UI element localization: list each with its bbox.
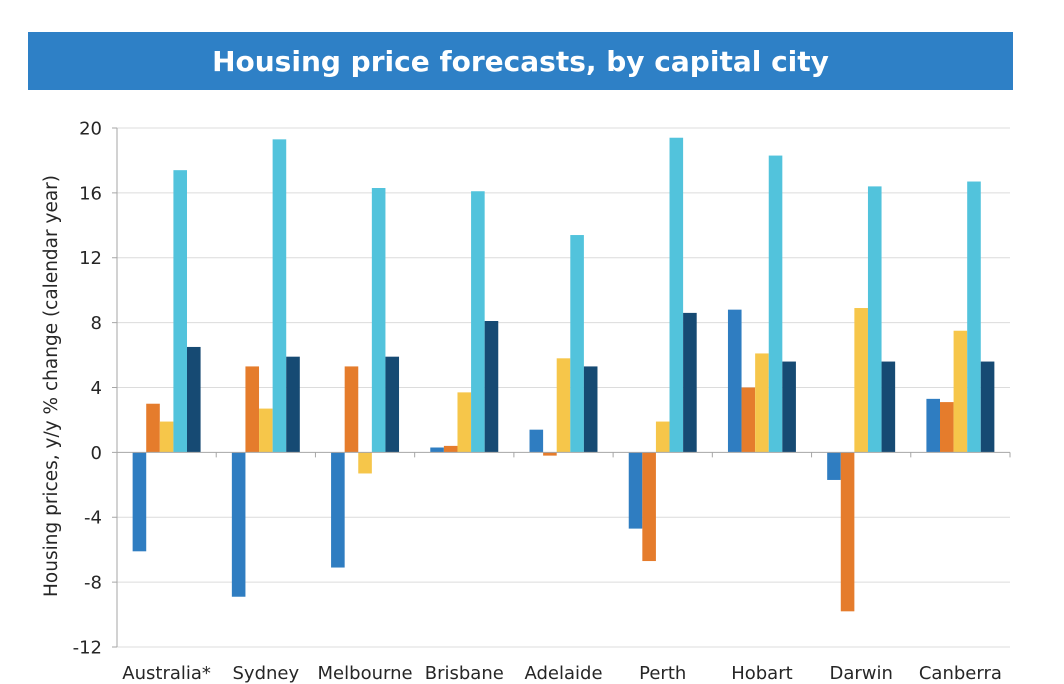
- bars: [132, 137, 995, 612]
- bar-brisbane-series-1: [430, 447, 444, 453]
- y-axis-label: Housing prices, y/y % change (calendar y…: [41, 175, 62, 597]
- bar-brisbane-series-5: [484, 321, 499, 453]
- bar-melbourne-series-3: [358, 452, 372, 474]
- category-label-perth: Perth: [639, 663, 686, 684]
- y-tick-label: -4: [84, 508, 102, 529]
- y-tick-label: -8: [84, 573, 102, 594]
- bar-brisbane-series-4: [471, 191, 485, 453]
- bar-sydney-series-4: [272, 139, 287, 453]
- bar-hobart-series-5: [782, 361, 796, 453]
- bar-australia-series-4: [173, 170, 187, 453]
- x-tick-labels: Australia* Sydney Melbourne Brisbane Adelaid…: [122, 663, 1002, 684]
- title-banner: Housing price forecasts, by capital city: [28, 32, 1013, 90]
- bar-perth-series-3: [655, 421, 670, 453]
- bar-canberra-series-5: [980, 361, 995, 453]
- bar-perth-series-5: [683, 312, 697, 453]
- bar-melbourne-series-1: [331, 452, 345, 568]
- bar-melbourne-series-5: [385, 356, 400, 453]
- bar-adelaide-series-2: [543, 452, 557, 456]
- bar-darwin-series-5: [881, 361, 896, 453]
- bar-adelaide-series-3: [556, 358, 571, 453]
- chart-title: Housing price forecasts, by capital city: [212, 44, 829, 78]
- bar-australia-series-5: [187, 346, 201, 453]
- bar-darwin-series-1: [827, 452, 841, 480]
- bar-canberra-series-4: [967, 181, 981, 453]
- bar-sydney-series-5: [286, 356, 300, 453]
- category-label-brisbane: Brisbane: [425, 663, 504, 684]
- bar-brisbane-series-3: [457, 392, 472, 453]
- bar-hobart-series-4: [768, 155, 783, 453]
- category-label-sydney: Sydney: [233, 663, 300, 684]
- bar-brisbane-series-2: [443, 445, 458, 453]
- category-label-canberra: Canberra: [919, 663, 1002, 684]
- bar-darwin-series-2: [840, 452, 855, 612]
- bar-sydney-series-3: [259, 408, 273, 453]
- bar-canberra-series-1: [926, 398, 940, 453]
- y-tick-label: -12: [73, 637, 102, 658]
- bar-hobart-series-3: [755, 353, 769, 453]
- bar-hobart-series-2: [741, 387, 756, 453]
- bar-sydney-series-1: [231, 452, 246, 597]
- bar-perth-series-4: [669, 137, 684, 453]
- bar-sydney-series-2: [245, 366, 260, 453]
- category-label-australia: Australia*: [122, 663, 211, 684]
- bar-adelaide-series-5: [583, 366, 598, 453]
- bar-hobart-series-1: [727, 309, 742, 453]
- y-tick-label: 8: [91, 313, 102, 334]
- bar-australia-series-3: [159, 421, 174, 453]
- category-label-hobart: Hobart: [731, 663, 792, 684]
- y-tick-label: 12: [79, 248, 102, 269]
- bar-adelaide-series-4: [570, 235, 584, 453]
- bar-canberra-series-3: [953, 330, 968, 453]
- bar-australia-series-1: [132, 452, 147, 552]
- bar-australia-series-2: [146, 403, 160, 453]
- bar-melbourne-series-4: [371, 188, 386, 453]
- axes: [112, 127, 1011, 648]
- bar-darwin-series-3: [854, 308, 868, 453]
- bar-perth-series-2: [642, 452, 656, 562]
- y-tick-labels: 20 16 12 8 4 0 -4 -8 -12: [73, 118, 102, 658]
- bar-perth-series-1: [628, 452, 643, 529]
- bar-canberra-series-2: [940, 402, 954, 453]
- y-tick-label: 4: [91, 378, 102, 399]
- bar-darwin-series-4: [867, 186, 882, 453]
- category-label-darwin: Darwin: [829, 663, 892, 684]
- y-tick-label: 16: [79, 183, 102, 204]
- bar-melbourne-series-2: [344, 366, 359, 453]
- y-tick-label: 20: [79, 118, 102, 139]
- category-label-adelaide: Adelaide: [524, 663, 602, 684]
- category-label-melbourne: Melbourne: [318, 663, 413, 684]
- bar-adelaide-series-1: [529, 429, 544, 453]
- y-tick-label: 0: [91, 443, 102, 464]
